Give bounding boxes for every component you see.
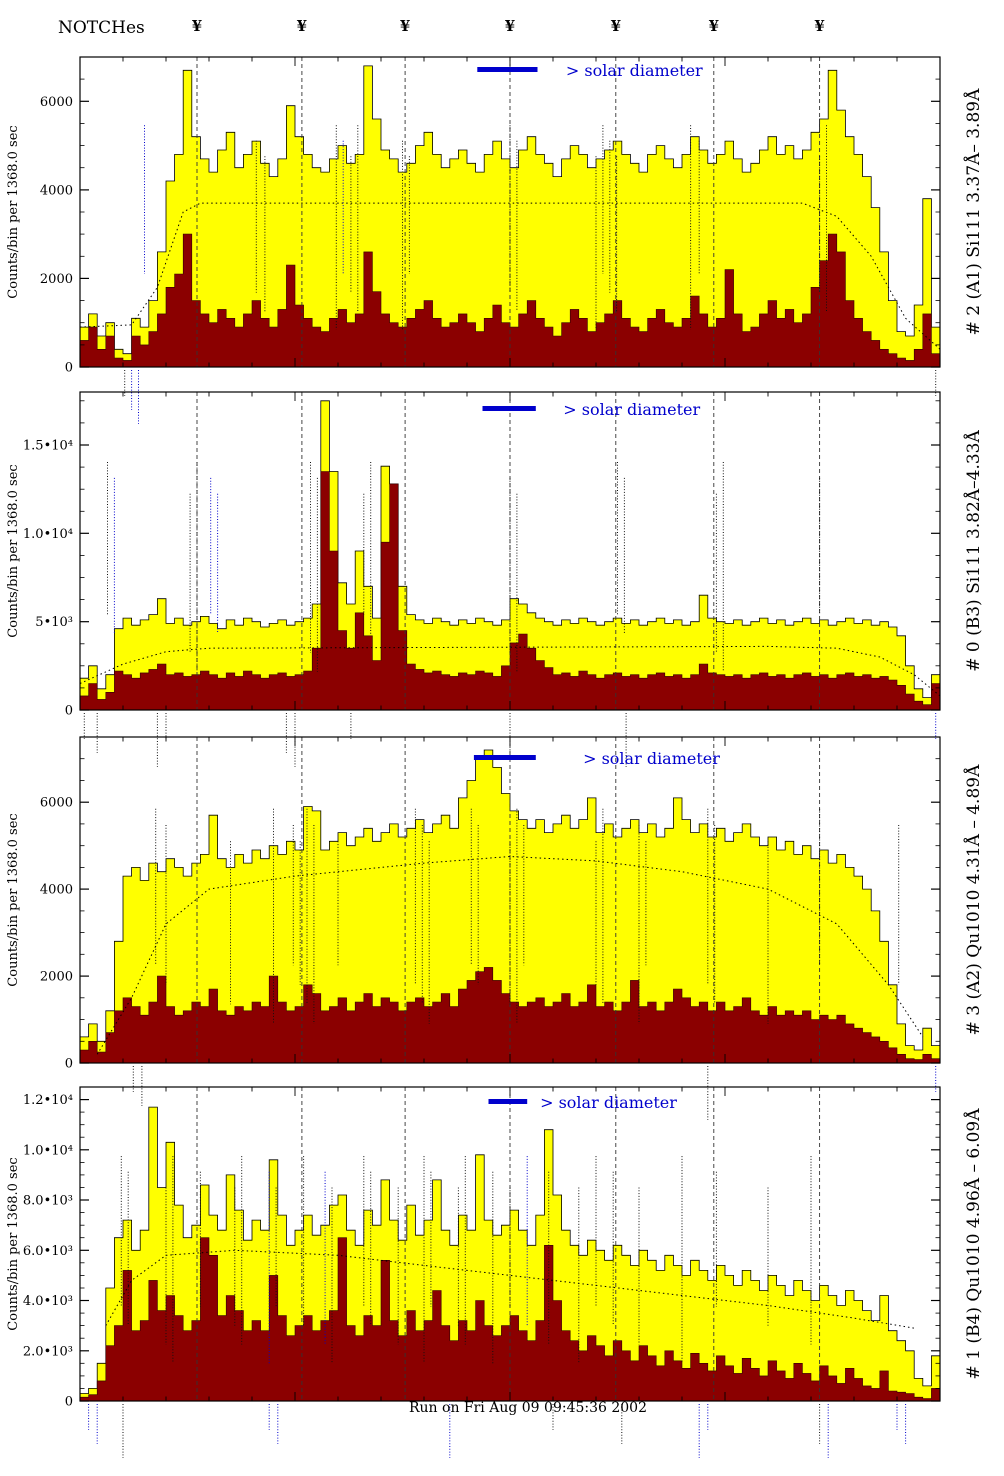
y-axis-label: Counts/bin per 1368.0 sec: [6, 813, 21, 986]
y-tick-label: 6000: [40, 95, 73, 110]
notch-symbols-row: ¥ ¥ ¥ ¥ ¥ ¥ ¥: [192, 17, 825, 35]
panel-1-title: # 2 (A1) Si111 3.37Å– 3.89Å: [963, 88, 984, 335]
y-tick-label: 1.0•10⁴: [23, 527, 73, 542]
solar-diameter-label: > solar diameter: [583, 749, 720, 768]
panel-2-title: # 0 (B3) Si111 3.82Å–4.33Å: [963, 430, 984, 672]
y-tick-label: 4000: [40, 183, 73, 198]
panel-4: 0 2.0•10³ 4.0•10³ 6.0•10³ 8.0•10³ 1.0•10⁴ 1.2•…: [6, 1086, 984, 1458]
solar-diameter-bar: [488, 1099, 528, 1104]
notch-symbol-icon: ¥: [611, 17, 621, 35]
envelope-dotted-curve: [105, 1249, 915, 1329]
histogram-background: [79, 967, 941, 1064]
y-tick-label: 6000: [40, 796, 73, 811]
y-axis-label: Counts/bin per 1368.0 sec: [6, 464, 21, 637]
histogram-background: [79, 471, 941, 711]
panel-4-plot: 0 2.0•10³ 4.0•10³ 6.0•10³ 8.0•10³ 1.0•10⁴ 1.2•…: [23, 1086, 941, 1458]
notch-symbol-icon: ¥: [400, 17, 410, 35]
panel-1-plot: 0 2000 4000 6000 > solar diameter: [40, 56, 941, 424]
notch-symbol-icon: ¥: [297, 17, 307, 35]
solar-diameter-bar: [482, 406, 536, 411]
y-tick-label: 2.0•10³: [23, 1344, 73, 1359]
panel-3-title: # 3 (A2) Qu1010 4.31Å – 4.89Å: [963, 764, 984, 1035]
panel-3: 0 2000 4000 6000 > solar diameter Counts/bin…: [6, 736, 984, 1120]
y-axis-label: Counts/bin per 1368.0 sec: [6, 1157, 21, 1330]
panel-3-plot: 0 2000 4000 6000 > solar diameter: [40, 736, 941, 1120]
panel-2: 0 5•10³ 1.0•10⁴ 1.5•10⁴ > solar diameter Cou…: [6, 391, 984, 767]
y-tick-label: 5•10³: [35, 615, 73, 630]
notch-symbol-icon: ¥: [192, 17, 202, 35]
y-tick-label: 0: [65, 1057, 73, 1072]
panel-4-title: # 1 (B4) Qu1010 4.96Å – 6.09Å: [963, 1108, 984, 1380]
y-tick-label: 1.2•10⁴: [23, 1093, 73, 1108]
y-tick-label: 0: [65, 1395, 73, 1410]
solar-diameter-bar: [477, 67, 538, 72]
y-tick-label: 6.0•10³: [23, 1244, 73, 1259]
notch-symbol-icon: ¥: [709, 17, 719, 35]
y-tick-label: 0: [65, 361, 73, 376]
y-tick-label: 1.0•10⁴: [23, 1143, 73, 1158]
solar-diameter-label: > solar diameter: [566, 61, 703, 80]
panel-1: 0 2000 4000 6000 > solar diameter Counts/bin…: [6, 56, 984, 424]
y-tick-label: 8.0•10³: [23, 1194, 73, 1209]
y-tick-label: 2000: [40, 272, 73, 287]
solar-diameter-bar: [473, 755, 536, 760]
notches-label: NOTCHes: [58, 18, 145, 38]
notch-symbol-icon: ¥: [814, 17, 824, 35]
y-tick-label: 0: [65, 704, 73, 719]
y-tick-label: 4.0•10³: [23, 1294, 73, 1309]
envelope-dotted-curve: [79, 202, 941, 350]
y-tick-label: 1.5•10⁴: [23, 439, 73, 454]
y-tick-label: 4000: [40, 883, 73, 898]
panel-2-plot: 0 5•10³ 1.0•10⁴ 1.5•10⁴ > solar diameter: [23, 391, 941, 767]
y-tick-label: 2000: [40, 970, 73, 985]
solar-diameter-label: > solar diameter: [540, 1093, 677, 1112]
notch-symbol-icon: ¥: [505, 17, 515, 35]
envelope-dotted-curve: [79, 645, 941, 697]
solar-diameter-label: > solar diameter: [563, 400, 700, 419]
run-timestamp: Run on Fri Aug 09 09:45:36 2002: [409, 1400, 647, 1416]
y-axis-label: Counts/bin per 1368.0 sec: [6, 125, 21, 298]
histogram-background: [79, 233, 941, 368]
